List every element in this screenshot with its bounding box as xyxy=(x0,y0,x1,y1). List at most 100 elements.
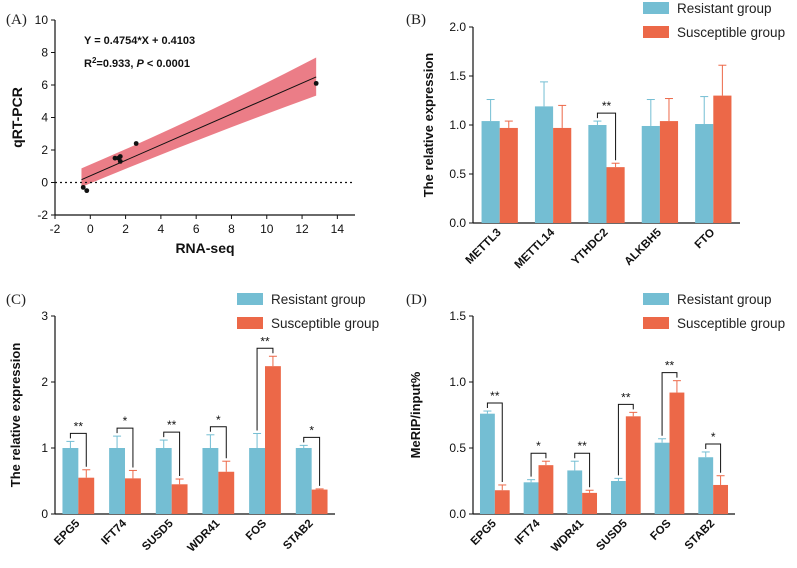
panel-label-d: (D) xyxy=(406,292,427,308)
x-tick-label: STAB2 xyxy=(683,518,718,553)
bar-susceptible xyxy=(625,416,641,514)
y-tick-label: 1.0 xyxy=(449,118,466,132)
x-tick-label: -2 xyxy=(50,222,61,236)
x-tick-label: IFT74 xyxy=(513,517,543,547)
x-tick-label: SUSD5 xyxy=(140,517,176,553)
data-point xyxy=(133,141,139,146)
significance-bracket xyxy=(69,432,87,467)
y-tick-label: 6 xyxy=(41,78,48,92)
bar-resistant xyxy=(479,413,495,514)
x-axis-title: RNA-seq xyxy=(175,240,234,256)
significance-bracket xyxy=(705,443,722,473)
y-tick-label: 0 xyxy=(41,176,48,190)
bar-susceptible xyxy=(494,490,510,514)
significance-label: ** xyxy=(665,359,675,373)
significance-bracket xyxy=(256,347,274,431)
legend-swatch-susceptible xyxy=(643,26,669,38)
data-point xyxy=(313,80,319,86)
x-tick-label: FOS xyxy=(244,517,269,542)
legend-swatch-resistant xyxy=(643,2,669,14)
legend-label-resistant: Resistant group xyxy=(677,292,772,307)
bar-susceptible xyxy=(265,366,281,514)
x-tick-label: SUSD5 xyxy=(594,517,630,553)
significance-bracket xyxy=(617,403,634,476)
x-tick-label: ALKBH5 xyxy=(623,226,665,268)
data-point xyxy=(117,158,123,164)
bar-resistant xyxy=(481,121,500,223)
significance-label: * xyxy=(309,423,314,437)
significance-bracket xyxy=(116,427,134,468)
y-tick-label: 1.5 xyxy=(449,69,466,83)
significance-label: ** xyxy=(602,99,612,113)
y-tick-label: 2 xyxy=(41,143,48,157)
x-tick-label: EPG5 xyxy=(469,517,500,548)
bar-susceptible xyxy=(311,489,328,514)
bar-susceptible xyxy=(499,127,518,223)
bar-susceptible xyxy=(659,121,679,223)
legend-label-susceptible: Susceptible group xyxy=(677,25,785,40)
panel-label-a: (A) xyxy=(6,12,27,28)
x-tick-label: FTO xyxy=(693,227,718,252)
bar-susceptible xyxy=(171,484,188,514)
y-tick-label: 1.0 xyxy=(449,375,466,389)
significance-label: * xyxy=(216,413,221,427)
bar-resistant xyxy=(654,442,670,514)
data-point xyxy=(117,154,123,159)
bar-susceptible xyxy=(606,167,625,223)
bar-resistant xyxy=(109,448,125,514)
x-tick-label: STAB2 xyxy=(281,518,316,553)
x-tick-label: 12 xyxy=(295,222,309,236)
significance-label: ** xyxy=(490,389,500,403)
panel-label-c: (C) xyxy=(6,292,26,308)
significance-label: ** xyxy=(167,418,177,432)
legend-label-susceptible: Susceptible group xyxy=(677,316,785,331)
y-tick-label: 0.5 xyxy=(449,441,466,455)
y-tick-label: 0.0 xyxy=(449,507,466,521)
bar-resistant xyxy=(295,448,312,514)
y-tick-label: 3 xyxy=(41,309,48,323)
x-tick-label: 4 xyxy=(158,222,165,236)
confidence-band xyxy=(81,57,317,188)
significance-bracket xyxy=(303,436,321,486)
x-tick-label: 14 xyxy=(331,222,345,236)
significance-bracket xyxy=(163,431,181,477)
significance-bracket xyxy=(596,112,617,161)
bar-resistant xyxy=(610,481,626,514)
significance-bracket xyxy=(661,372,678,436)
significance-bracket xyxy=(530,452,547,477)
data-point xyxy=(112,155,118,161)
bar-resistant xyxy=(202,448,219,514)
y-tick-label: 2 xyxy=(41,375,48,389)
bar-susceptible xyxy=(582,492,598,514)
bar-resistant xyxy=(641,125,660,223)
legend-swatch-resistant xyxy=(237,293,263,305)
x-tick-label: FOS xyxy=(648,517,673,542)
x-tick-label: WDR41 xyxy=(549,517,586,554)
bar-susceptible xyxy=(218,471,235,514)
bar-susceptible xyxy=(713,484,729,514)
significance-bracket xyxy=(209,426,227,459)
bar-susceptible xyxy=(713,95,732,223)
x-tick-label: 8 xyxy=(228,222,235,236)
legend-label-resistant: Resistant group xyxy=(271,292,366,307)
bar-resistant xyxy=(588,125,607,223)
bar-susceptible xyxy=(125,478,141,514)
x-tick-label: IFT74 xyxy=(99,517,129,547)
bar-resistant xyxy=(534,106,554,223)
significance-label: ** xyxy=(260,334,270,348)
y-tick-label: 1 xyxy=(41,441,48,455)
x-tick-label: METTL3 xyxy=(464,227,504,267)
bar-resistant xyxy=(695,124,714,223)
y-tick-label: 1.5 xyxy=(449,309,466,323)
y-axis-title: The relative expression xyxy=(421,53,436,198)
y-axis-title: The relative expression xyxy=(8,343,23,488)
legend-label-resistant: Resistant group xyxy=(677,1,772,16)
y-tick-label: 0.0 xyxy=(449,216,466,230)
bar-resistant xyxy=(523,482,539,514)
x-tick-label: EPG5 xyxy=(52,517,83,548)
bar-susceptible xyxy=(553,127,572,223)
significance-label: ** xyxy=(74,419,84,433)
bar-resistant xyxy=(567,470,583,514)
y-tick-label: 4 xyxy=(41,111,48,125)
